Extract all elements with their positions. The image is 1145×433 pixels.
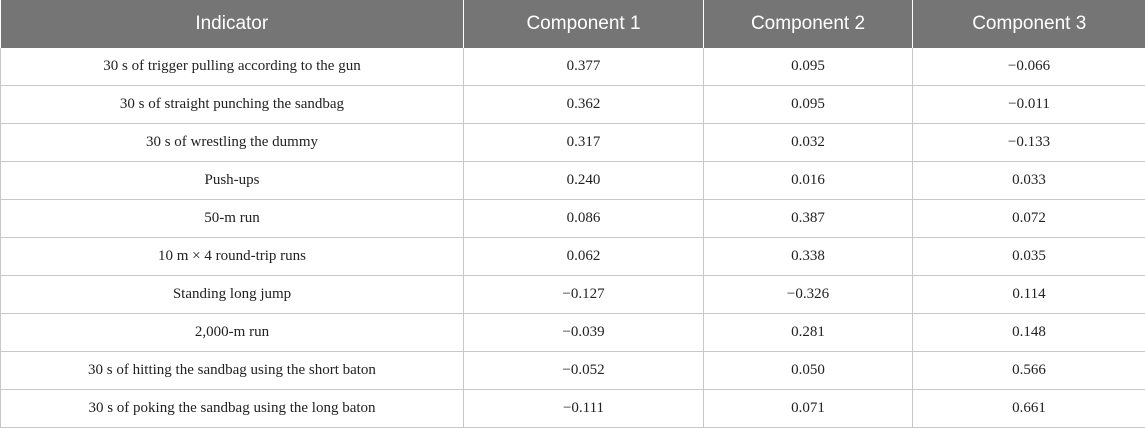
table-row: 30 s of straight punching the sandbag 0.…	[0, 85, 1145, 124]
indicator-cell: Push-ups	[0, 161, 464, 200]
component-3-cell: −0.133	[912, 123, 1145, 162]
component-1-cell: 0.362	[463, 85, 704, 124]
indicator-cell: 30 s of trigger pulling according to the…	[0, 48, 464, 86]
component-1-cell: 0.317	[463, 123, 704, 162]
indicator-cell: 30 s of poking the sandbag using the lon…	[0, 389, 464, 428]
component-1-cell: −0.111	[463, 389, 704, 428]
component-3-cell: −0.011	[912, 85, 1145, 124]
indicator-cell: 30 s of straight punching the sandbag	[0, 85, 464, 124]
component-3-cell: 0.661	[912, 389, 1145, 428]
header-component-1: Component 1	[463, 0, 704, 48]
component-1-cell: −0.052	[463, 351, 704, 390]
table-row: 30 s of poking the sandbag using the lon…	[0, 389, 1145, 428]
component-1-cell: −0.127	[463, 275, 704, 314]
component-1-cell: 0.062	[463, 237, 704, 276]
component-2-cell: 0.095	[703, 48, 913, 86]
table-row: 30 s of hitting the sandbag using the sh…	[0, 351, 1145, 390]
table-header: Indicator Component 1 Component 2 Compon…	[0, 0, 1145, 48]
table-row: 10 m × 4 round-trip runs 0.062 0.338 0.0…	[0, 237, 1145, 276]
table-body: 30 s of trigger pulling according to the…	[0, 48, 1145, 428]
indicator-cell: Standing long jump	[0, 275, 464, 314]
header-row: Indicator Component 1 Component 2 Compon…	[0, 0, 1145, 48]
table-row: 30 s of trigger pulling according to the…	[0, 48, 1145, 86]
indicator-cell: 50-m run	[0, 199, 464, 238]
component-1-cell: 0.240	[463, 161, 704, 200]
component-2-cell: 0.338	[703, 237, 913, 276]
component-1-cell: −0.039	[463, 313, 704, 352]
component-3-cell: 0.114	[912, 275, 1145, 314]
table-row: Standing long jump −0.127 −0.326 0.114	[0, 275, 1145, 314]
indicator-cell: 30 s of wrestling the dummy	[0, 123, 464, 162]
component-3-cell: 0.033	[912, 161, 1145, 200]
component-2-cell: 0.387	[703, 199, 913, 238]
header-component-3: Component 3	[912, 0, 1145, 48]
component-3-cell: 0.148	[912, 313, 1145, 352]
component-2-cell: 0.095	[703, 85, 913, 124]
component-2-cell: 0.016	[703, 161, 913, 200]
indicator-cell: 2,000-m run	[0, 313, 464, 352]
component-2-cell: 0.071	[703, 389, 913, 428]
indicator-cell: 30 s of hitting the sandbag using the sh…	[0, 351, 464, 390]
indicator-cell: 10 m × 4 round-trip runs	[0, 237, 464, 276]
component-3-cell: −0.066	[912, 48, 1145, 86]
component-1-cell: 0.086	[463, 199, 704, 238]
component-1-cell: 0.377	[463, 48, 704, 86]
component-3-cell: 0.566	[912, 351, 1145, 390]
header-indicator: Indicator	[0, 0, 464, 48]
table-row: 30 s of wrestling the dummy 0.317 0.032 …	[0, 123, 1145, 162]
header-component-2: Component 2	[703, 0, 913, 48]
component-3-cell: 0.035	[912, 237, 1145, 276]
component-2-cell: 0.281	[703, 313, 913, 352]
table-row: 2,000-m run −0.039 0.281 0.148	[0, 313, 1145, 352]
component-2-cell: 0.032	[703, 123, 913, 162]
component-2-cell: −0.326	[703, 275, 913, 314]
table-row: 50-m run 0.086 0.387 0.072	[0, 199, 1145, 238]
table-row: Push-ups 0.240 0.016 0.033	[0, 161, 1145, 200]
component-2-cell: 0.050	[703, 351, 913, 390]
component-3-cell: 0.072	[912, 199, 1145, 238]
